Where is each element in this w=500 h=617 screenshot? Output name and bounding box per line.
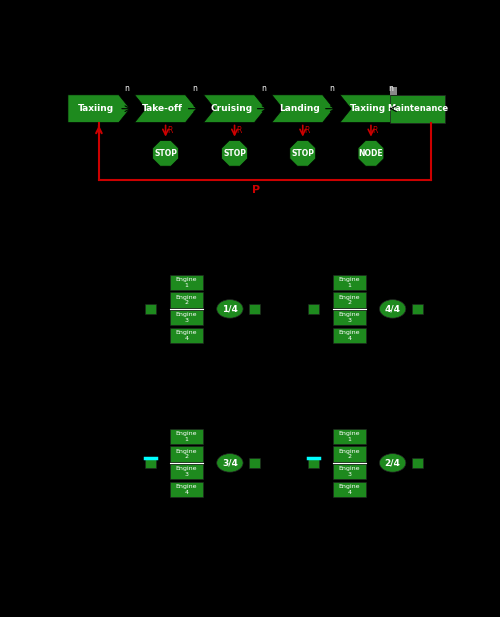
Text: R: R bbox=[236, 126, 242, 135]
Text: R: R bbox=[372, 126, 378, 135]
Text: n: n bbox=[192, 83, 197, 93]
Text: Engine
3: Engine 3 bbox=[176, 312, 197, 323]
FancyBboxPatch shape bbox=[170, 464, 203, 479]
FancyBboxPatch shape bbox=[333, 310, 366, 325]
Text: Engine
4: Engine 4 bbox=[176, 484, 197, 495]
Text: 4/4: 4/4 bbox=[384, 304, 400, 313]
FancyBboxPatch shape bbox=[333, 328, 366, 343]
Text: Engine
2: Engine 2 bbox=[338, 295, 360, 305]
FancyBboxPatch shape bbox=[146, 457, 156, 468]
Text: n: n bbox=[261, 83, 266, 93]
Text: Engine
3: Engine 3 bbox=[338, 466, 360, 477]
Text: NODE: NODE bbox=[358, 149, 384, 158]
Text: 3/4: 3/4 bbox=[222, 458, 238, 468]
Text: Engine
3: Engine 3 bbox=[176, 466, 197, 477]
Text: P: P bbox=[252, 185, 260, 195]
Text: Engine
1: Engine 1 bbox=[338, 277, 360, 288]
Ellipse shape bbox=[216, 300, 243, 318]
FancyBboxPatch shape bbox=[170, 328, 203, 343]
Polygon shape bbox=[204, 95, 266, 123]
Polygon shape bbox=[272, 95, 334, 123]
FancyBboxPatch shape bbox=[308, 304, 319, 314]
Polygon shape bbox=[134, 95, 196, 123]
Polygon shape bbox=[358, 141, 384, 166]
FancyBboxPatch shape bbox=[390, 95, 446, 123]
Text: 2/4: 2/4 bbox=[384, 458, 400, 468]
Text: Engine
4: Engine 4 bbox=[338, 484, 360, 495]
Ellipse shape bbox=[380, 453, 406, 472]
Text: Engine
2: Engine 2 bbox=[176, 295, 197, 305]
FancyBboxPatch shape bbox=[170, 482, 203, 497]
Polygon shape bbox=[68, 95, 130, 123]
FancyBboxPatch shape bbox=[250, 304, 260, 314]
Text: n: n bbox=[124, 83, 130, 93]
Polygon shape bbox=[390, 87, 398, 95]
Text: Take-off: Take-off bbox=[142, 104, 184, 113]
FancyBboxPatch shape bbox=[412, 304, 423, 314]
Polygon shape bbox=[340, 95, 402, 123]
Text: Engine
4: Engine 4 bbox=[338, 330, 360, 341]
Polygon shape bbox=[222, 141, 248, 166]
Polygon shape bbox=[290, 141, 316, 166]
FancyBboxPatch shape bbox=[333, 275, 366, 290]
FancyBboxPatch shape bbox=[250, 457, 260, 468]
FancyBboxPatch shape bbox=[170, 446, 203, 462]
FancyBboxPatch shape bbox=[146, 304, 156, 314]
Text: R: R bbox=[167, 126, 172, 135]
FancyBboxPatch shape bbox=[170, 310, 203, 325]
Text: Taxiing: Taxiing bbox=[350, 104, 386, 113]
Text: Engine
2: Engine 2 bbox=[338, 449, 360, 460]
FancyBboxPatch shape bbox=[170, 292, 203, 308]
Text: Engine
1: Engine 1 bbox=[338, 431, 360, 442]
Ellipse shape bbox=[380, 300, 406, 318]
FancyBboxPatch shape bbox=[170, 429, 203, 444]
FancyBboxPatch shape bbox=[308, 457, 319, 468]
FancyBboxPatch shape bbox=[333, 292, 366, 308]
Text: Engine
4: Engine 4 bbox=[176, 330, 197, 341]
FancyBboxPatch shape bbox=[333, 446, 366, 462]
Text: Landing: Landing bbox=[280, 104, 320, 113]
Text: STOP: STOP bbox=[291, 149, 314, 158]
Text: Maintenance: Maintenance bbox=[387, 104, 448, 113]
Text: Engine
3: Engine 3 bbox=[338, 312, 360, 323]
Ellipse shape bbox=[216, 453, 243, 472]
Text: STOP: STOP bbox=[154, 149, 177, 158]
FancyBboxPatch shape bbox=[333, 464, 366, 479]
Polygon shape bbox=[152, 141, 178, 166]
Text: Taxiing: Taxiing bbox=[78, 104, 114, 113]
FancyBboxPatch shape bbox=[333, 482, 366, 497]
FancyBboxPatch shape bbox=[170, 275, 203, 290]
Text: Cruising: Cruising bbox=[210, 104, 253, 113]
Text: Engine
2: Engine 2 bbox=[176, 449, 197, 460]
FancyBboxPatch shape bbox=[412, 457, 423, 468]
FancyBboxPatch shape bbox=[333, 429, 366, 444]
Text: n: n bbox=[329, 83, 334, 93]
Text: n: n bbox=[388, 83, 393, 93]
Text: 1/4: 1/4 bbox=[222, 304, 238, 313]
Text: STOP: STOP bbox=[223, 149, 246, 158]
Text: Engine
1: Engine 1 bbox=[176, 431, 197, 442]
Text: Engine
1: Engine 1 bbox=[176, 277, 197, 288]
Text: R: R bbox=[304, 126, 310, 135]
